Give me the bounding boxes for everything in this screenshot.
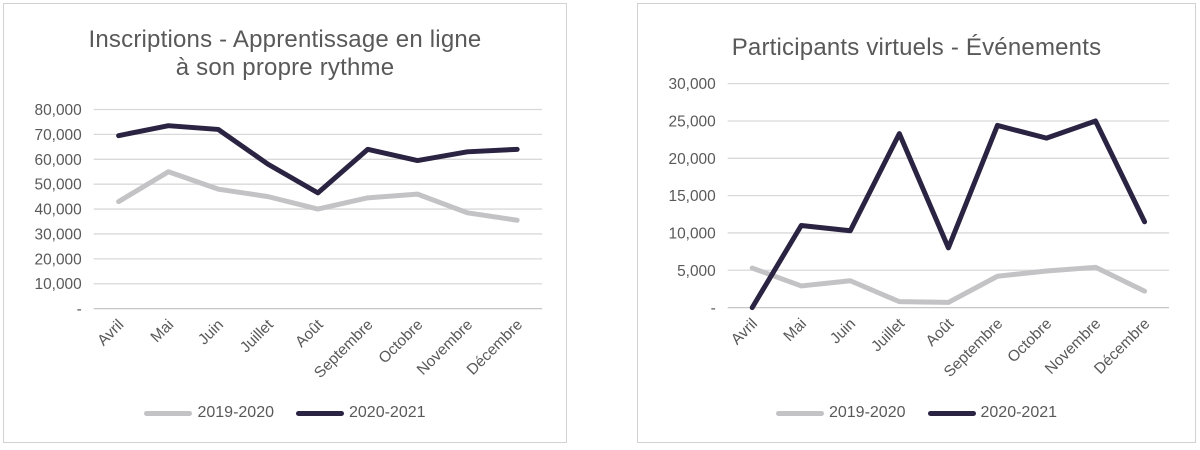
x-tick-label: Juin [195, 316, 227, 348]
chart-title-line-1: Inscriptions - Apprentissage en ligne [88, 26, 482, 53]
chart-legend: 2019-2020 2020-2021 [638, 404, 1195, 422]
legend-item-2020-2021: 2020-2021 [296, 404, 426, 422]
y-tick-label: 10,000 [669, 225, 716, 242]
legend-label-2019-2020: 2019-2020 [197, 404, 274, 421]
chart-panel-inscriptions: 80,000 70,000 60,000 50,000 40,000 30,000 20,0… [3, 3, 567, 443]
y-tick-label: 20,000 [35, 251, 82, 268]
x-tick-label: Octobre [375, 316, 426, 367]
legend-label-2020-2021: 2020-2021 [980, 404, 1058, 421]
x-tick-label: Août [923, 315, 958, 350]
x-tick-label: Juin [827, 315, 859, 347]
legend-swatch-2020-2021 [927, 410, 976, 416]
legend-label-2020-2021: 2020-2021 [349, 404, 426, 421]
y-tick-label: - [77, 301, 82, 318]
chart-legend: 2019-2020 2020-2021 [4, 404, 566, 422]
y-tick-label: 40,000 [35, 202, 82, 219]
legend-swatch-2019-2020 [144, 410, 193, 416]
legend-item-2020-2021: 2020-2021 [927, 404, 1058, 422]
y-tick-label: 60,000 [35, 152, 82, 169]
x-tick-label: Mai [148, 316, 178, 346]
y-tick-label: 30,000 [35, 226, 82, 243]
y-tick-label: 30,000 [669, 76, 716, 93]
y-tick-label: 20,000 [669, 151, 716, 168]
legend-item-2019-2020: 2019-2020 [775, 404, 906, 422]
legend-item-2019-2020: 2019-2020 [144, 404, 274, 422]
series-line-2019-2020 [749, 264, 1148, 305]
legend-swatch-2019-2020 [775, 410, 824, 416]
series-line-2020-2021 [749, 118, 1148, 311]
x-tick-label: Mai [780, 315, 810, 345]
y-tick-label: 10,000 [35, 276, 82, 293]
series-line-2020-2021 [116, 123, 520, 196]
legend-swatch-2020-2021 [296, 410, 344, 416]
line-chart-inscriptions: 80,000 70,000 60,000 50,000 40,000 30,000 20,0… [35, 102, 543, 382]
y-tick-label: 15,000 [669, 188, 716, 205]
y-tick-label: 25,000 [669, 113, 716, 130]
x-tick-label: Avril [94, 316, 127, 349]
y-tick-label: 5,000 [677, 263, 716, 280]
x-tick-label: Octobre [1004, 315, 1055, 366]
chart-title: Participants virtuels - Événements [638, 34, 1195, 62]
y-tick-label: - [711, 300, 716, 317]
x-tick-label: Août [292, 316, 327, 351]
x-tick-label: Avril [728, 315, 761, 348]
chart-title: Inscriptions - Apprentissage en ligne à … [4, 26, 566, 82]
chart-panel-participants-virtuels: 30,000 25,000 20,000 15,000 10,000 5,000 - Avri… [637, 3, 1196, 443]
legend-label-2019-2020: 2019-2020 [828, 404, 906, 421]
line-chart-participants: 30,000 25,000 20,000 15,000 10,000 5,000 -Avri… [669, 76, 1170, 381]
x-tick-label: Juillet [868, 315, 908, 355]
x-tick-label: Juillet [237, 316, 277, 356]
chart-title-line-1: Participants virtuels - Événements [731, 34, 1102, 61]
y-tick-label: 70,000 [35, 127, 82, 144]
chart-title-line-2: à son propre rythme [175, 54, 395, 81]
y-tick-label: 80,000 [35, 102, 82, 119]
y-tick-label: 50,000 [35, 177, 82, 194]
series-line-2019-2020 [116, 169, 520, 223]
